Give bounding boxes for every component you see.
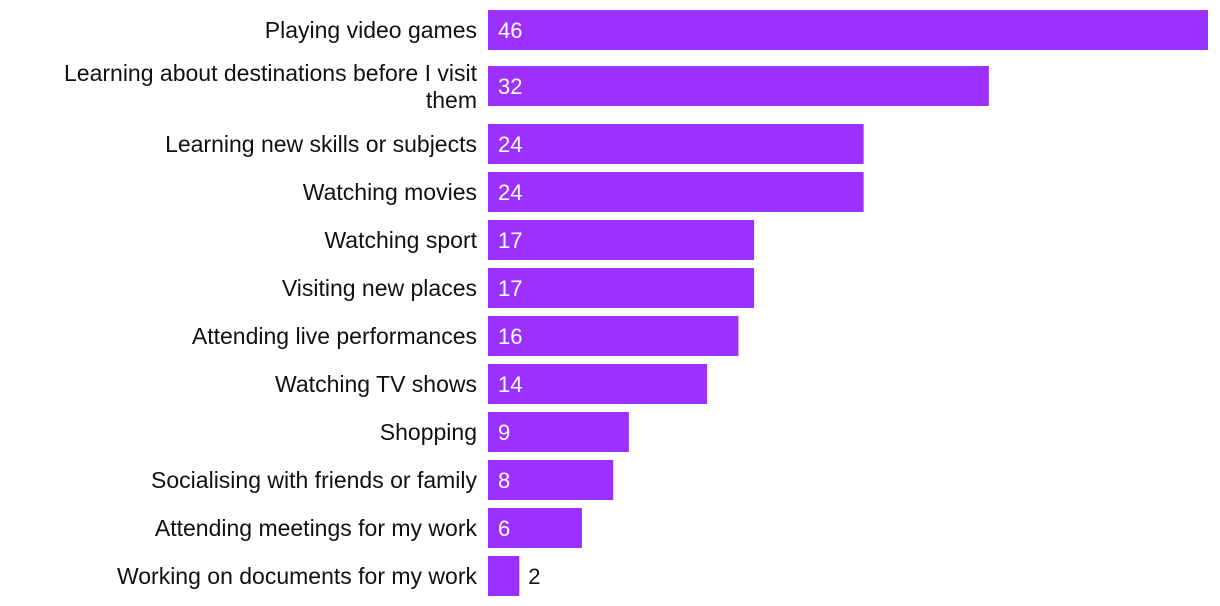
bar	[488, 508, 582, 548]
bar-value-label: 6	[498, 516, 510, 541]
category-label: Watching movies	[303, 179, 477, 205]
category-label: Playing video games	[265, 17, 477, 43]
bar	[488, 172, 864, 212]
category-label: Visiting new places	[282, 275, 477, 301]
category-label-line: Learning about destinations before I vis…	[64, 60, 478, 86]
bars-group: Playing video games 46 Learning about dest…	[64, 10, 1208, 596]
bar-value-label: 17	[498, 228, 522, 253]
bar-value-label: 17	[498, 276, 522, 301]
category-label: Learning about destinations before I vis…	[64, 60, 478, 113]
bar	[488, 124, 864, 164]
bar	[488, 556, 520, 596]
bar-value-label: 24	[498, 180, 522, 205]
bar-value-label: 24	[498, 132, 522, 157]
bar	[488, 316, 739, 356]
bar	[488, 364, 708, 404]
category-label: Working on documents for my work	[117, 563, 478, 589]
category-label: Shopping	[380, 419, 477, 445]
bar-value-label: 14	[498, 372, 522, 397]
bar-value-label: 9	[498, 420, 510, 445]
bar-value-label: 2	[528, 564, 540, 589]
bar	[488, 268, 755, 308]
category-label: Attending meetings for my work	[155, 515, 478, 541]
bar	[488, 412, 629, 452]
bar	[488, 460, 614, 500]
bar	[488, 220, 755, 260]
category-label: Attending live performances	[192, 323, 477, 349]
category-label: Watching TV shows	[275, 371, 477, 397]
category-label: Socialising with friends or family	[151, 467, 477, 493]
bar	[488, 66, 989, 106]
bar-value-label: 8	[498, 468, 510, 493]
bar-value-label: 46	[498, 18, 522, 43]
bar	[488, 10, 1208, 50]
category-label: Learning new skills or subjects	[165, 131, 477, 157]
bar-value-label: 32	[498, 74, 522, 99]
category-label-line: them	[426, 87, 477, 113]
bar-value-label: 16	[498, 324, 522, 349]
category-label: Watching sport	[324, 227, 477, 253]
